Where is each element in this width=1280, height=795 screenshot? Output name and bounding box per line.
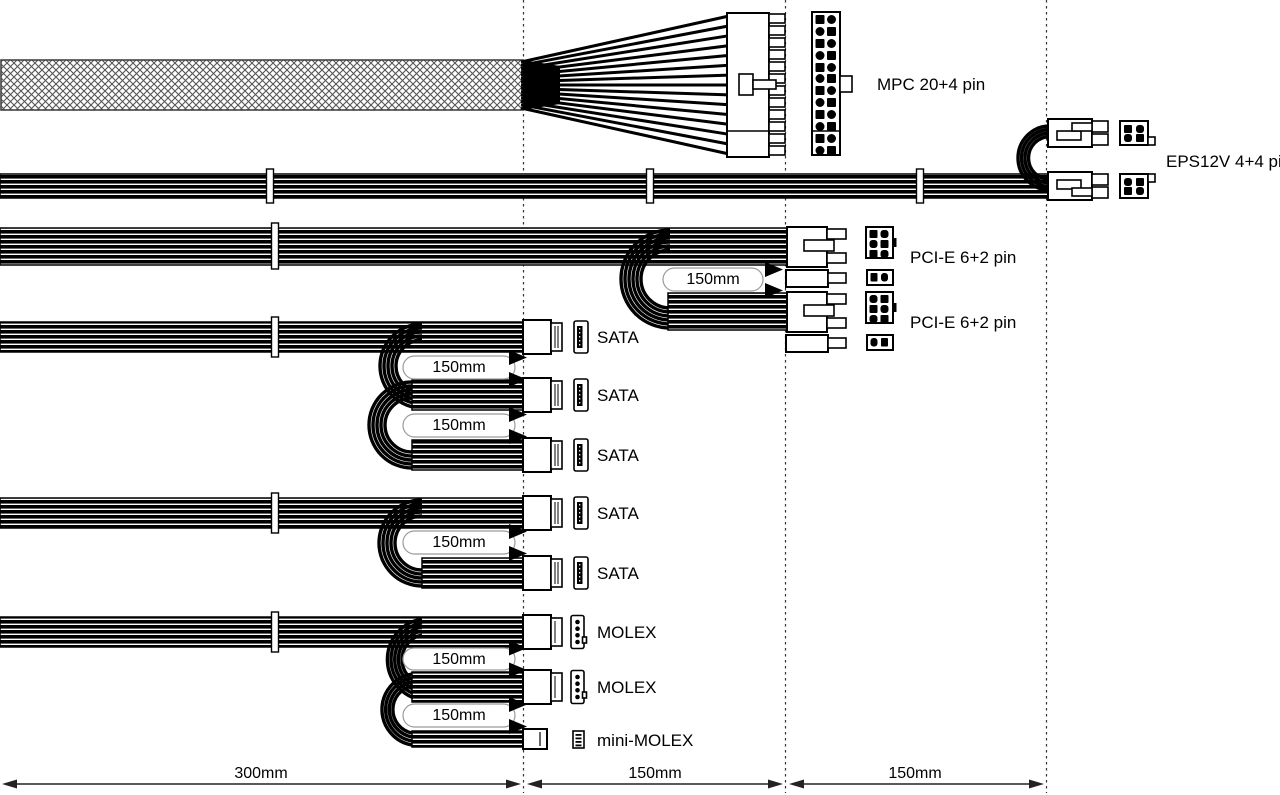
eps-front-connector-1 [1119,120,1156,146]
eps-cable-band [0,173,1051,199]
cable-tie [270,611,280,653]
sata-connector-label: SATA [597,328,640,347]
sata-side-connector [522,319,589,355]
cable-tie [645,168,655,204]
atx-latch-clip [738,73,777,96]
molex-side-connector [522,614,588,650]
molex-return-band [411,671,525,703]
sata-connector-label: SATA [597,446,640,465]
dimension-ruler: 300mm 150mm 150mm [2,765,1044,789]
pcie-connector-label-1: PCI-E 6+2 pin [910,248,1016,267]
pcie-return-band [667,292,790,331]
loop-length-badge: 150mm [662,262,783,298]
molex-cable-band [0,616,525,648]
cable-tie [270,222,280,270]
sata-cable-band [0,321,525,353]
sata-return-band [411,439,525,471]
cable-tie [270,316,280,358]
dimension-segment-150mm-1: 150mm [527,765,783,789]
pcie-loop-arcs [619,228,671,330]
mini-molex-band [411,730,525,748]
sata-connector-label: SATA [597,386,640,405]
braided-sleeve [0,59,524,111]
pcie-front-connector-2 [865,291,897,351]
dimension-label: 150mm [628,765,681,782]
cable-tie [265,168,275,204]
loop-length-label: 150mm [432,651,485,668]
sata-cable-assembly-2: 150mm [0,492,527,589]
atx-wire-fan [520,14,730,156]
sata-side-connector [522,437,589,473]
atx-connector-label: MPC 20+4 pin [877,75,985,94]
loop-length-label: 150mm [432,707,485,724]
molex-connector-label: MOLEX [597,678,657,697]
atx-24pin-front-connector [811,11,853,156]
loop-length-label: 150mm [432,359,485,376]
pcie-connector-label-2: PCI-E 6+2 pin [910,313,1016,332]
eps-side-connector-1 [1047,118,1109,148]
pcie-front-connector-1 [865,226,897,286]
loop-length-label: 150mm [432,534,485,551]
loop-length-badge: 150mm [402,350,527,387]
sata-loop-arcs-2 [377,498,423,588]
loop-length-badge: 150mm [402,697,527,734]
eps-side-connector-2 [1047,171,1109,201]
atx-side-pin-stubs [768,13,786,156]
loop-length-label: 150mm [432,417,485,434]
cable-tie [915,168,925,204]
loop-length-badge: 150mm [402,524,527,561]
sata-side-connector [522,555,589,591]
mini-molex-connector-label: mini-MOLEX [597,731,693,750]
sata-side-connector [522,377,589,413]
cable-tie [270,492,280,534]
atx-cable-assembly: MPC 20+4 pin [0,11,985,158]
sata-connectors: SATA SATA SATA SATA SATA [522,319,640,591]
pcie-side-connector-2 [785,291,847,353]
molex-side-connector [522,669,588,705]
eps-cable-assembly: EPS12V 4+4 pin [0,118,1280,204]
dimension-segment-150mm-2: 150mm [789,765,1044,789]
molex-loop-arcs-b [380,672,413,747]
pcie-side-connector-1 [785,226,847,288]
eps-front-connector-2 [1119,173,1156,199]
sata-connector-label: SATA [597,564,640,583]
atx-24pin-side-connector [726,12,786,158]
pcie-cable-assembly: 150mm PCI-E 6+2 pin [0,222,1016,353]
sata-cable-band [0,497,525,529]
dimension-label: 150mm [888,765,941,782]
sata-side-connector [522,495,589,531]
atx-pin-grid [815,15,836,155]
eps-split-loop [1016,124,1051,192]
molex-connector-label: MOLEX [597,623,657,642]
dimension-segment-300mm: 300mm [2,765,521,789]
sata-return-band [421,557,525,589]
loop-length-badge: 150mm [402,640,527,678]
loop-length-badge: 150mm [402,407,527,444]
sata-cable-assembly-1: 150mm 150mm [0,316,527,471]
eps-connector-label: EPS12V 4+4 pin [1166,152,1280,171]
sata-loop-arcs-1b [367,380,413,470]
sata-return-band [411,379,525,411]
pcie-cable-band [0,227,790,266]
mini-molex-side-connector [522,728,585,750]
sata-connector-label: SATA [597,504,640,523]
dimension-label: 300mm [234,765,287,782]
molex-cable-assembly: 150mm 150mm MOLEX MOLEX [0,611,693,750]
loop-length-label: 150mm [686,271,739,288]
